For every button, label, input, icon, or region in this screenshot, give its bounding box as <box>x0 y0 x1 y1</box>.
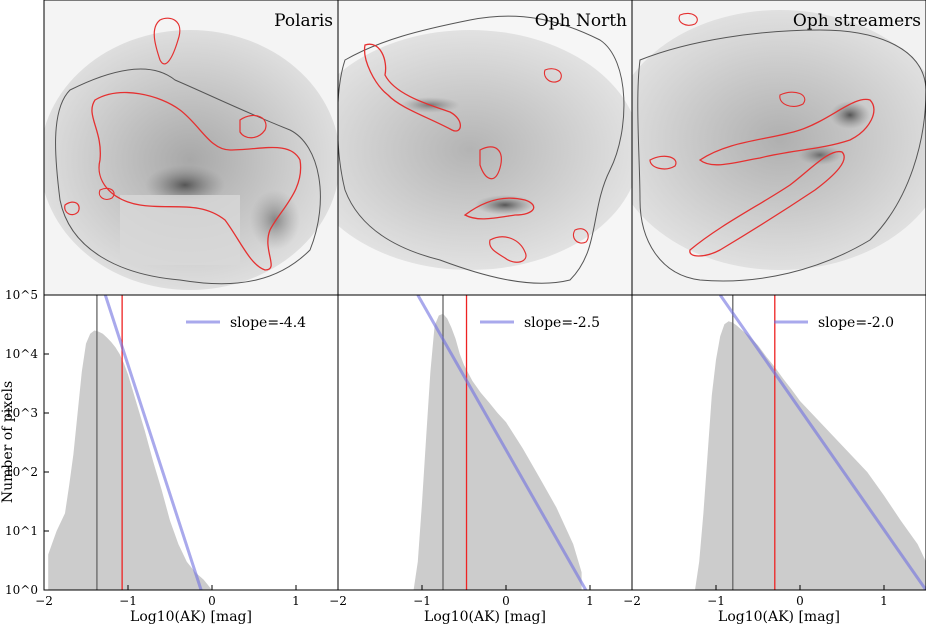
x-tick-label: −1 <box>413 594 431 608</box>
legend-label: slope=-2.5 <box>524 315 600 331</box>
map-panel-polaris <box>44 0 338 295</box>
powerlaw-fit-line <box>416 295 588 590</box>
x-tick-label: −2 <box>329 594 347 608</box>
y-axis-ticks: 10^5 10^4 10^3 10^2 10^1 10^0 <box>5 288 49 597</box>
x-tick-label: 1 <box>880 594 888 608</box>
x-tick-label: 0 <box>796 594 804 608</box>
histogram-panel-oph-streamers: slope=-2.0 <box>695 295 926 590</box>
histogram-panel-polaris: slope=-4.4 <box>48 295 306 590</box>
y-tick-label: 10^5 <box>5 288 38 302</box>
y-tick-label: 10^4 <box>5 347 38 361</box>
x-tick-label: 1 <box>292 594 300 608</box>
map-panel-oph-streamers <box>632 0 926 295</box>
y-tick-label: 10^3 <box>5 406 38 420</box>
x-axis-label-oph-north: Log10(AK) [mag] <box>424 609 546 625</box>
x-axis-label-oph-streamers: Log10(AK) [mag] <box>718 609 840 625</box>
legend-label: slope=-2.0 <box>818 315 894 331</box>
x-axis-label-polaris: Log10(AK) [mag] <box>130 609 252 625</box>
legend-label: slope=-4.4 <box>230 315 306 331</box>
histogram-area <box>48 330 213 590</box>
y-tick-label: 10^2 <box>5 465 38 479</box>
y-tick-label: 10^0 <box>5 583 38 597</box>
x-axis-ticks: −2 −1 0 1 −2 −1 0 1 −2 −1 0 1 <box>35 585 888 608</box>
y-axis-label: Number of pixels <box>0 381 16 503</box>
x-tick-label: −1 <box>119 594 137 608</box>
map-title-oph-north: Oph North <box>535 11 627 31</box>
x-axis-labels: Log10(AK) [mag] Log10(AK) [mag] Log10(AK… <box>130 609 840 625</box>
x-tick-label: −1 <box>707 594 725 608</box>
histogram-area <box>695 321 926 590</box>
histogram-area <box>413 313 582 590</box>
x-tick-label: −2 <box>35 594 53 608</box>
y-tick-label: 10^1 <box>5 524 38 538</box>
powerlaw-fit-line <box>103 295 203 590</box>
x-tick-label: 0 <box>502 594 510 608</box>
map-title-polaris: Polaris <box>274 11 333 31</box>
powerlaw-fit-line <box>718 295 926 590</box>
x-tick-label: 0 <box>208 594 216 608</box>
map-panel-oph-north <box>338 0 632 295</box>
x-tick-label: −2 <box>623 594 641 608</box>
panel-frames <box>43 0 926 591</box>
map-title-oph-streamers: Oph streamers <box>793 11 921 31</box>
histogram-panel-oph-north: slope=-2.5 <box>413 295 600 590</box>
x-tick-label: 1 <box>586 594 594 608</box>
